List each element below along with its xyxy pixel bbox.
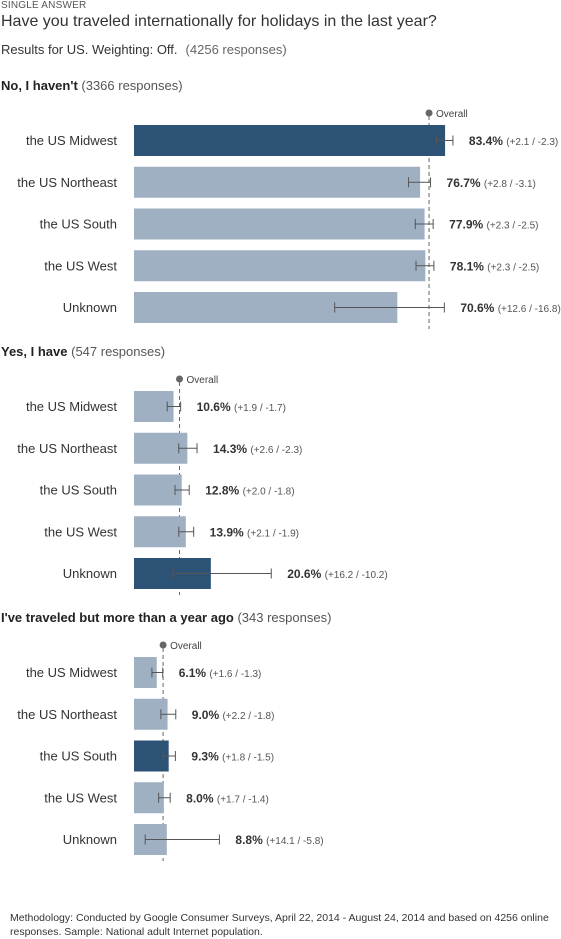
value-error-range: (+1.8 / -1.5) (222, 753, 274, 764)
bar (134, 657, 157, 688)
panel-title-text: I've traveled but more than a year ago (1, 610, 237, 625)
category-label: the US Midwest (26, 399, 117, 414)
panel-response-count: (3366 responses) (81, 78, 182, 93)
panel-title: No, I haven't (3366 responses) (1, 78, 183, 93)
category-label: Unknown (63, 300, 117, 315)
value-percent: 20.6% (287, 567, 324, 581)
value-label: 8.0% (+1.7 / -1.4) (186, 791, 269, 805)
overall-marker-dot (159, 641, 167, 649)
value-label: 8.8% (+14.1 / -5.8) (235, 833, 323, 847)
value-percent: 78.1% (450, 259, 487, 273)
category-label: Unknown (63, 832, 117, 847)
value-label: 9.3% (+1.8 / -1.5) (191, 750, 274, 764)
value-percent: 10.6% (197, 400, 234, 414)
overall-label: Overall (436, 109, 468, 120)
value-percent: 8.8% (235, 833, 266, 847)
panel-response-count: (343 responses) (237, 610, 331, 625)
bar (134, 250, 426, 282)
value-percent: 9.3% (191, 750, 222, 764)
value-percent: 13.9% (210, 525, 247, 539)
category-label: the US Northeast (17, 175, 117, 190)
methodology-note: Methodology: Conducted by Google Consume… (10, 912, 549, 938)
value-label: 70.6% (+12.6 / -16.8) (460, 301, 560, 315)
value-error-range: (+2.6 / -2.3) (250, 445, 302, 456)
value-label: 6.1% (+1.6 / -1.3) (179, 666, 262, 680)
value-error-range: (+2.8 / -3.1) (484, 179, 536, 190)
panel-response-count: (547 responses) (71, 344, 165, 359)
category-label: the US Midwest (26, 665, 117, 680)
value-label: 13.9% (+2.1 / -1.9) (210, 525, 299, 539)
value-label: 20.6% (+16.2 / -10.2) (287, 567, 387, 581)
value-label: 78.1% (+2.3 / -2.5) (450, 259, 539, 273)
total-responses-count: (4256 responses) (185, 42, 287, 57)
value-label: 76.7% (+2.8 / -3.1) (447, 176, 536, 190)
panel-title: I've traveled but more than a year ago (… (1, 610, 331, 625)
value-error-range: (+14.1 / -5.8) (266, 836, 324, 847)
question-type-label: SINGLE ANSWER (1, 0, 87, 11)
panel-title-text: Yes, I have (1, 344, 71, 359)
panel-title-text: No, I haven't (1, 78, 81, 93)
category-label: the US South (40, 749, 117, 764)
value-percent: 6.1% (179, 666, 210, 680)
value-percent: 76.7% (447, 176, 484, 190)
value-percent: 83.4% (469, 134, 506, 148)
value-error-range: (+2.1 / -2.3) (506, 137, 558, 148)
overall-label: Overall (187, 375, 219, 386)
overall-label: Overall (170, 641, 202, 652)
overall-marker-dot (425, 109, 433, 117)
value-percent: 70.6% (460, 301, 497, 315)
question-title: Have you traveled internationally for ho… (1, 13, 437, 30)
value-label: 9.0% (+2.2 / -1.8) (192, 708, 275, 722)
value-label: 14.3% (+2.6 / -2.3) (213, 442, 302, 456)
value-error-range: (+1.9 / -1.7) (234, 403, 286, 414)
value-label: 83.4% (+2.1 / -2.3) (469, 134, 558, 148)
bar (134, 166, 421, 198)
category-label: the US South (40, 217, 117, 232)
category-label: the US West (44, 524, 117, 539)
value-error-range: (+2.3 / -2.5) (487, 221, 539, 232)
value-error-range: (+2.2 / -1.8) (222, 711, 274, 722)
category-label: the US Midwest (26, 133, 117, 148)
category-label: the US West (44, 258, 117, 273)
value-error-range: (+12.6 / -16.8) (498, 304, 561, 315)
value-error-range: (+2.3 / -2.5) (487, 262, 539, 273)
value-error-range: (+2.0 / -1.8) (243, 487, 295, 498)
value-percent: 12.8% (205, 484, 242, 498)
bar (134, 208, 425, 240)
value-error-range: (+16.2 / -10.2) (325, 570, 388, 581)
bar (134, 516, 186, 548)
panel-title: Yes, I have (547 responses) (1, 344, 165, 359)
category-label: the US Northeast (17, 441, 117, 456)
category-label: the US South (40, 483, 117, 498)
value-label: 12.8% (+2.0 / -1.8) (205, 484, 294, 498)
bar (134, 474, 182, 506)
category-label: the US Northeast (17, 707, 117, 722)
category-label: the US West (44, 790, 117, 805)
bar (134, 125, 446, 156)
value-error-range: (+2.1 / -1.9) (247, 528, 299, 539)
value-label: 77.9% (+2.3 / -2.5) (449, 218, 538, 232)
value-percent: 8.0% (186, 791, 217, 805)
value-percent: 9.0% (192, 708, 223, 722)
results-filter-text: Results for US. Weighting: Off. (1, 42, 178, 57)
results-meta: Results for US. Weighting: Off. (4256 res… (1, 42, 287, 57)
value-percent: 14.3% (213, 442, 250, 456)
value-percent: 77.9% (449, 218, 486, 232)
value-error-range: (+1.7 / -1.4) (217, 794, 269, 805)
category-label: Unknown (63, 566, 117, 581)
value-error-range: (+1.6 / -1.3) (209, 669, 261, 680)
value-label: 10.6% (+1.9 / -1.7) (197, 400, 286, 414)
overall-marker-dot (176, 375, 184, 383)
survey-results-chart: No, I haven't (3366 responses) Overall the… (1, 78, 561, 861)
